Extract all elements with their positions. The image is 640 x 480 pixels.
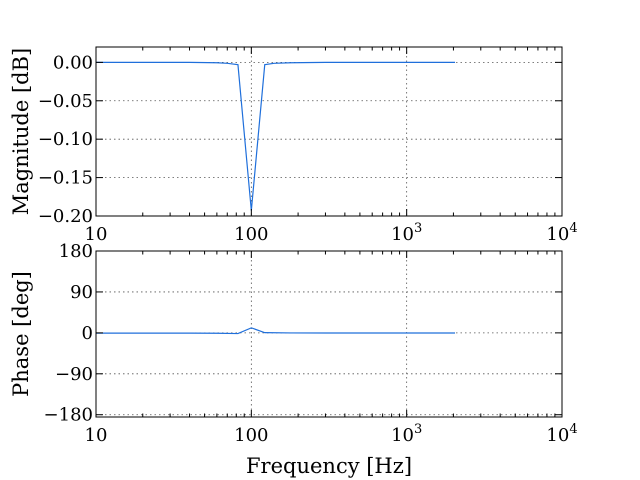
magnitude-xtick-label: 103: [391, 221, 422, 245]
magnitude-xtick-label: 10: [85, 224, 108, 245]
phase-ylabel: Phase [deg]: [9, 271, 33, 397]
phase-xtick-label: 100: [234, 425, 268, 446]
phase-ytick-label: −90: [55, 364, 93, 385]
phase-series-line: [96, 327, 456, 335]
magnitude-xtick-label: 100: [234, 224, 268, 245]
phase-xtick-label: 104: [546, 422, 577, 446]
phase-xtick-label: 103: [391, 422, 422, 446]
phase-ytick-label: −180: [44, 405, 93, 426]
magnitude-ytick-label: −0.15: [38, 168, 93, 189]
magnitude-frame: [95, 46, 563, 217]
phase-ytick-label: 0: [82, 323, 93, 344]
magnitude-ytick-label: −0.20: [38, 206, 93, 227]
phase-ytick-label: 180: [59, 241, 93, 262]
phase-xlabel: Frequency [Hz]: [246, 454, 412, 478]
magnitude-axes: 10 100 103 104 0.00 −0.05 −0.10 −0.15 −0.20 Magn…: [9, 46, 578, 245]
magnitude-xtick-label: 104: [546, 221, 577, 245]
magnitude-series-line: [96, 61, 456, 211]
phase-frame: [95, 250, 563, 418]
magnitude-ytick-label: −0.05: [38, 91, 93, 112]
magnitude-ytick-label: −0.10: [38, 129, 93, 150]
phase-axes: 10 100 103 104 180 90 0 −90 −180 Phase [deg] Fre…: [9, 241, 578, 478]
magnitude-ytick-label: 0.00: [53, 52, 93, 73]
magnitude-ylabel: Magnitude [dB]: [9, 48, 33, 215]
phase-xtick-label: 10: [85, 425, 108, 446]
phase-ytick-label: 90: [70, 282, 93, 303]
